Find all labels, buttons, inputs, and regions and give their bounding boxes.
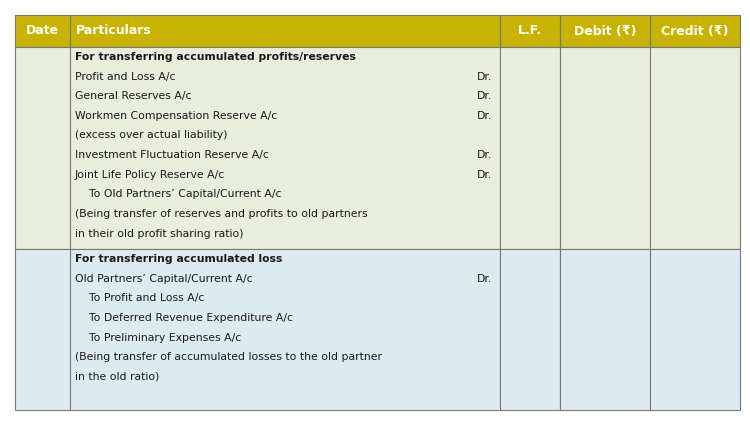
Bar [500, 249, 560, 410]
Bar [500, 47, 560, 249]
Text: To Old Partners’ Capital/Current A/c: To Old Partners’ Capital/Current A/c [75, 190, 281, 199]
Text: in their old profit sharing ratio): in their old profit sharing ratio) [75, 229, 244, 239]
Text: Dr.: Dr. [477, 72, 492, 82]
Text: (Being transfer of accumulated losses to the old partner: (Being transfer of accumulated losses to… [75, 352, 382, 362]
Bar [650, 249, 740, 410]
Text: For transferring accumulated profits/reserves: For transferring accumulated profits/res… [75, 52, 356, 62]
Text: Workmen Compensation Reserve A/c: Workmen Compensation Reserve A/c [75, 111, 278, 121]
Bar [650, 47, 740, 249]
Text: General Reserves A/c: General Reserves A/c [75, 91, 191, 101]
Text: Profit and Loss A/c: Profit and Loss A/c [75, 72, 176, 82]
Bar [15, 249, 70, 410]
Text: To Profit and Loss A/c: To Profit and Loss A/c [75, 293, 204, 303]
Bar [15, 15, 70, 47]
Bar [560, 15, 650, 47]
Text: Dr.: Dr. [477, 111, 492, 121]
Text: Dr.: Dr. [477, 170, 492, 180]
Bar [500, 15, 560, 47]
Text: Dr.: Dr. [477, 91, 492, 101]
Bar [560, 47, 650, 249]
Text: in the old ratio): in the old ratio) [75, 372, 159, 382]
Bar [560, 249, 650, 410]
Text: Particulars: Particulars [76, 25, 152, 37]
Text: To Preliminary Expenses A/c: To Preliminary Expenses A/c [75, 332, 242, 343]
Bar [70, 47, 500, 249]
Text: For transferring accumulated loss: For transferring accumulated loss [75, 254, 282, 264]
Text: Old Partners’ Capital/Current A/c: Old Partners’ Capital/Current A/c [75, 274, 253, 284]
Bar [650, 15, 740, 47]
Text: Date: Date [26, 25, 59, 37]
Text: (excess over actual liability): (excess over actual liability) [75, 131, 227, 140]
Text: Dr.: Dr. [477, 274, 492, 284]
Text: Debit (₹): Debit (₹) [574, 25, 636, 37]
Text: Joint Life Policy Reserve A/c: Joint Life Policy Reserve A/c [75, 170, 225, 180]
Bar [70, 15, 500, 47]
Text: To Deferred Revenue Expenditure A/c: To Deferred Revenue Expenditure A/c [75, 313, 293, 323]
Text: L.F.: L.F. [518, 25, 542, 37]
Text: (Being transfer of reserves and profits to old partners: (Being transfer of reserves and profits … [75, 209, 368, 219]
Text: Dr.: Dr. [477, 150, 492, 160]
Bar [70, 249, 500, 410]
Text: Investment Fluctuation Reserve A/c: Investment Fluctuation Reserve A/c [75, 150, 268, 160]
Bar [15, 47, 70, 249]
Text: Credit (₹): Credit (₹) [662, 25, 729, 37]
